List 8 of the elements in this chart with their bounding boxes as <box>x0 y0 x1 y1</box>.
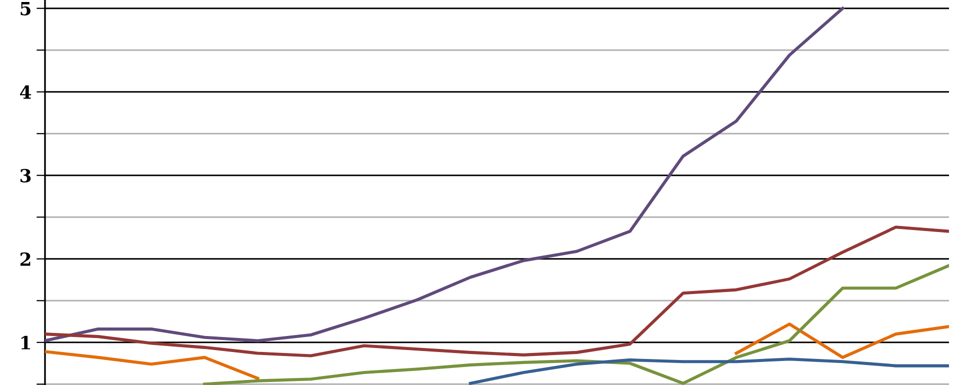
y-tick-label: 1 <box>21 336 30 350</box>
y-tick-label: 2 <box>20 252 30 266</box>
y-tick-label: 4 <box>20 85 32 99</box>
line-series <box>468 358 949 385</box>
y-tick-label: 3 <box>20 168 31 182</box>
line-series <box>203 264 949 385</box>
line-series <box>45 6 844 342</box>
y-tick-label: 5 <box>20 2 30 16</box>
